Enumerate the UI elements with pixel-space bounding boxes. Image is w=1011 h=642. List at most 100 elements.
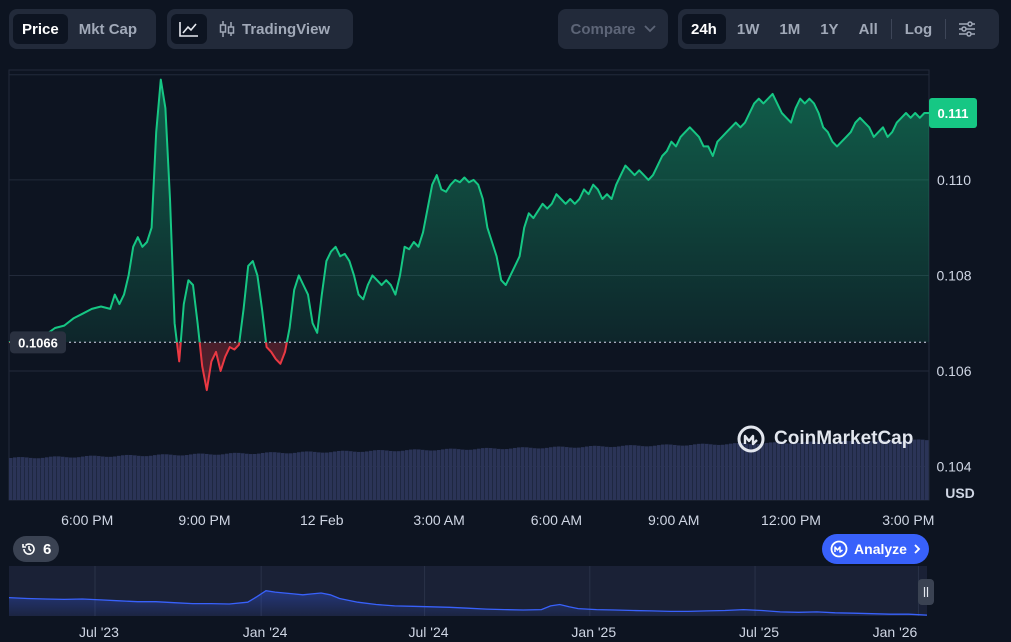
volume-bar	[289, 453, 293, 500]
volume-bar	[9, 458, 13, 500]
range-1w[interactable]: 1W	[736, 20, 760, 38]
line-chart-button[interactable]	[171, 14, 207, 44]
volume-bar	[329, 452, 333, 500]
volume-bar	[45, 457, 49, 500]
volume-bar	[645, 446, 649, 500]
volume-bar	[657, 445, 661, 500]
volume-bar	[389, 450, 393, 500]
candlestick-icon	[219, 21, 235, 37]
volume-bar	[393, 451, 397, 500]
volume-bar	[481, 448, 485, 500]
volume-bar	[605, 446, 609, 500]
tab-price[interactable]: Price	[13, 14, 68, 44]
volume-bar	[209, 454, 213, 500]
volume-bar	[741, 443, 745, 500]
volume-bar	[385, 450, 389, 500]
volume-bar	[421, 449, 425, 500]
range-all[interactable]: All	[858, 20, 878, 38]
chevron-right-icon	[914, 544, 921, 554]
volume-bar	[33, 458, 37, 500]
volume-bar	[361, 451, 365, 500]
volume-bar	[761, 443, 765, 500]
tab-mkt-cap[interactable]: Mkt Cap	[78, 20, 138, 38]
chart-settings-button[interactable]	[950, 14, 984, 44]
volume-bar	[561, 446, 565, 500]
history-icon	[22, 543, 35, 555]
volume-bar	[713, 444, 717, 500]
volume-bar	[293, 452, 297, 500]
volume-bar	[729, 443, 733, 500]
volume-bar	[865, 441, 869, 500]
volume-bar	[425, 450, 429, 500]
volume-bar	[13, 457, 17, 500]
volume-bar	[313, 451, 317, 500]
volume-bar	[789, 443, 793, 500]
volume-bar	[249, 454, 253, 500]
tradingview-button[interactable]: TradingView	[209, 14, 339, 44]
volume-bar	[89, 455, 93, 500]
volume-bar	[465, 449, 469, 500]
log-scale-toggle[interactable]: Log	[904, 20, 933, 38]
range-navigator[interactable]: Jul '23 Jan '24 Jul '24 Jan '25 Jul '25 Jan '…	[0, 566, 1011, 642]
current-price-badge: 0.111	[929, 98, 977, 128]
sliders-icon	[959, 21, 976, 37]
volume-bar	[397, 451, 401, 500]
volume-bar	[369, 450, 373, 500]
volume-bar	[537, 448, 541, 500]
coinmarketcap-logo-icon	[737, 425, 765, 453]
volume-bar	[441, 449, 445, 500]
tradingview-label: TradingView	[242, 20, 331, 38]
compare-dropdown[interactable]: Compare	[558, 9, 668, 49]
volume-bar	[821, 442, 825, 500]
volume-bar	[705, 443, 709, 500]
volume-bar	[37, 458, 41, 500]
range-1m[interactable]: 1M	[779, 20, 801, 38]
chevron-down-icon	[643, 25, 656, 33]
volume-bar	[649, 446, 653, 500]
navigator-x-label: Jul '25	[739, 624, 779, 640]
volume-bar	[77, 457, 81, 500]
range-1y[interactable]: 1Y	[820, 20, 839, 38]
y-tick-label: 0.104	[936, 459, 971, 475]
volume-bar	[505, 449, 509, 500]
volume-bar	[689, 444, 693, 500]
volume-bar	[41, 457, 45, 500]
history-badge[interactable]: 6	[13, 536, 60, 562]
volume-bar	[337, 450, 341, 500]
volume-bar	[217, 454, 221, 500]
navigator-handle[interactable]	[918, 579, 934, 605]
volume-bar	[457, 449, 461, 500]
y-tick-label: 0.106	[936, 363, 971, 379]
price-chart[interactable]: 0.110 0.108 0.106 0.104 6:00 PM 9:00 PM 12 Fe…	[0, 60, 1011, 530]
volume-bar	[453, 448, 457, 500]
volume-bar	[765, 442, 769, 500]
volume-bar	[193, 453, 197, 500]
volume-bar	[149, 455, 153, 500]
volume-bar	[309, 451, 313, 500]
navigator-x-label: Jan '26	[873, 624, 918, 640]
analyze-button[interactable]: Analyze	[822, 534, 929, 564]
volume-bar	[637, 445, 641, 500]
volume-bar	[117, 455, 121, 500]
compare-label: Compare	[570, 20, 636, 38]
volume-bar	[445, 448, 449, 500]
volume-bar	[325, 452, 329, 500]
volume-bar	[233, 452, 237, 500]
volume-bar	[725, 444, 729, 500]
volume-bar	[129, 454, 133, 500]
volume-bar	[157, 454, 161, 500]
volume-bar	[617, 446, 621, 500]
range-24h[interactable]: 24h	[682, 14, 726, 44]
volume-bar	[85, 455, 89, 500]
volume-bar	[161, 454, 165, 500]
volume-bar	[913, 439, 917, 500]
volume-bar	[757, 444, 761, 500]
volume-bar	[285, 453, 289, 500]
volume-bar	[577, 447, 581, 500]
volume-bar	[805, 441, 809, 500]
volume-bar	[401, 450, 405, 500]
volume-bar	[321, 452, 325, 500]
volume-bar	[717, 444, 721, 500]
volume-bar	[345, 450, 349, 500]
y-tick-label: 0.108	[936, 267, 971, 283]
